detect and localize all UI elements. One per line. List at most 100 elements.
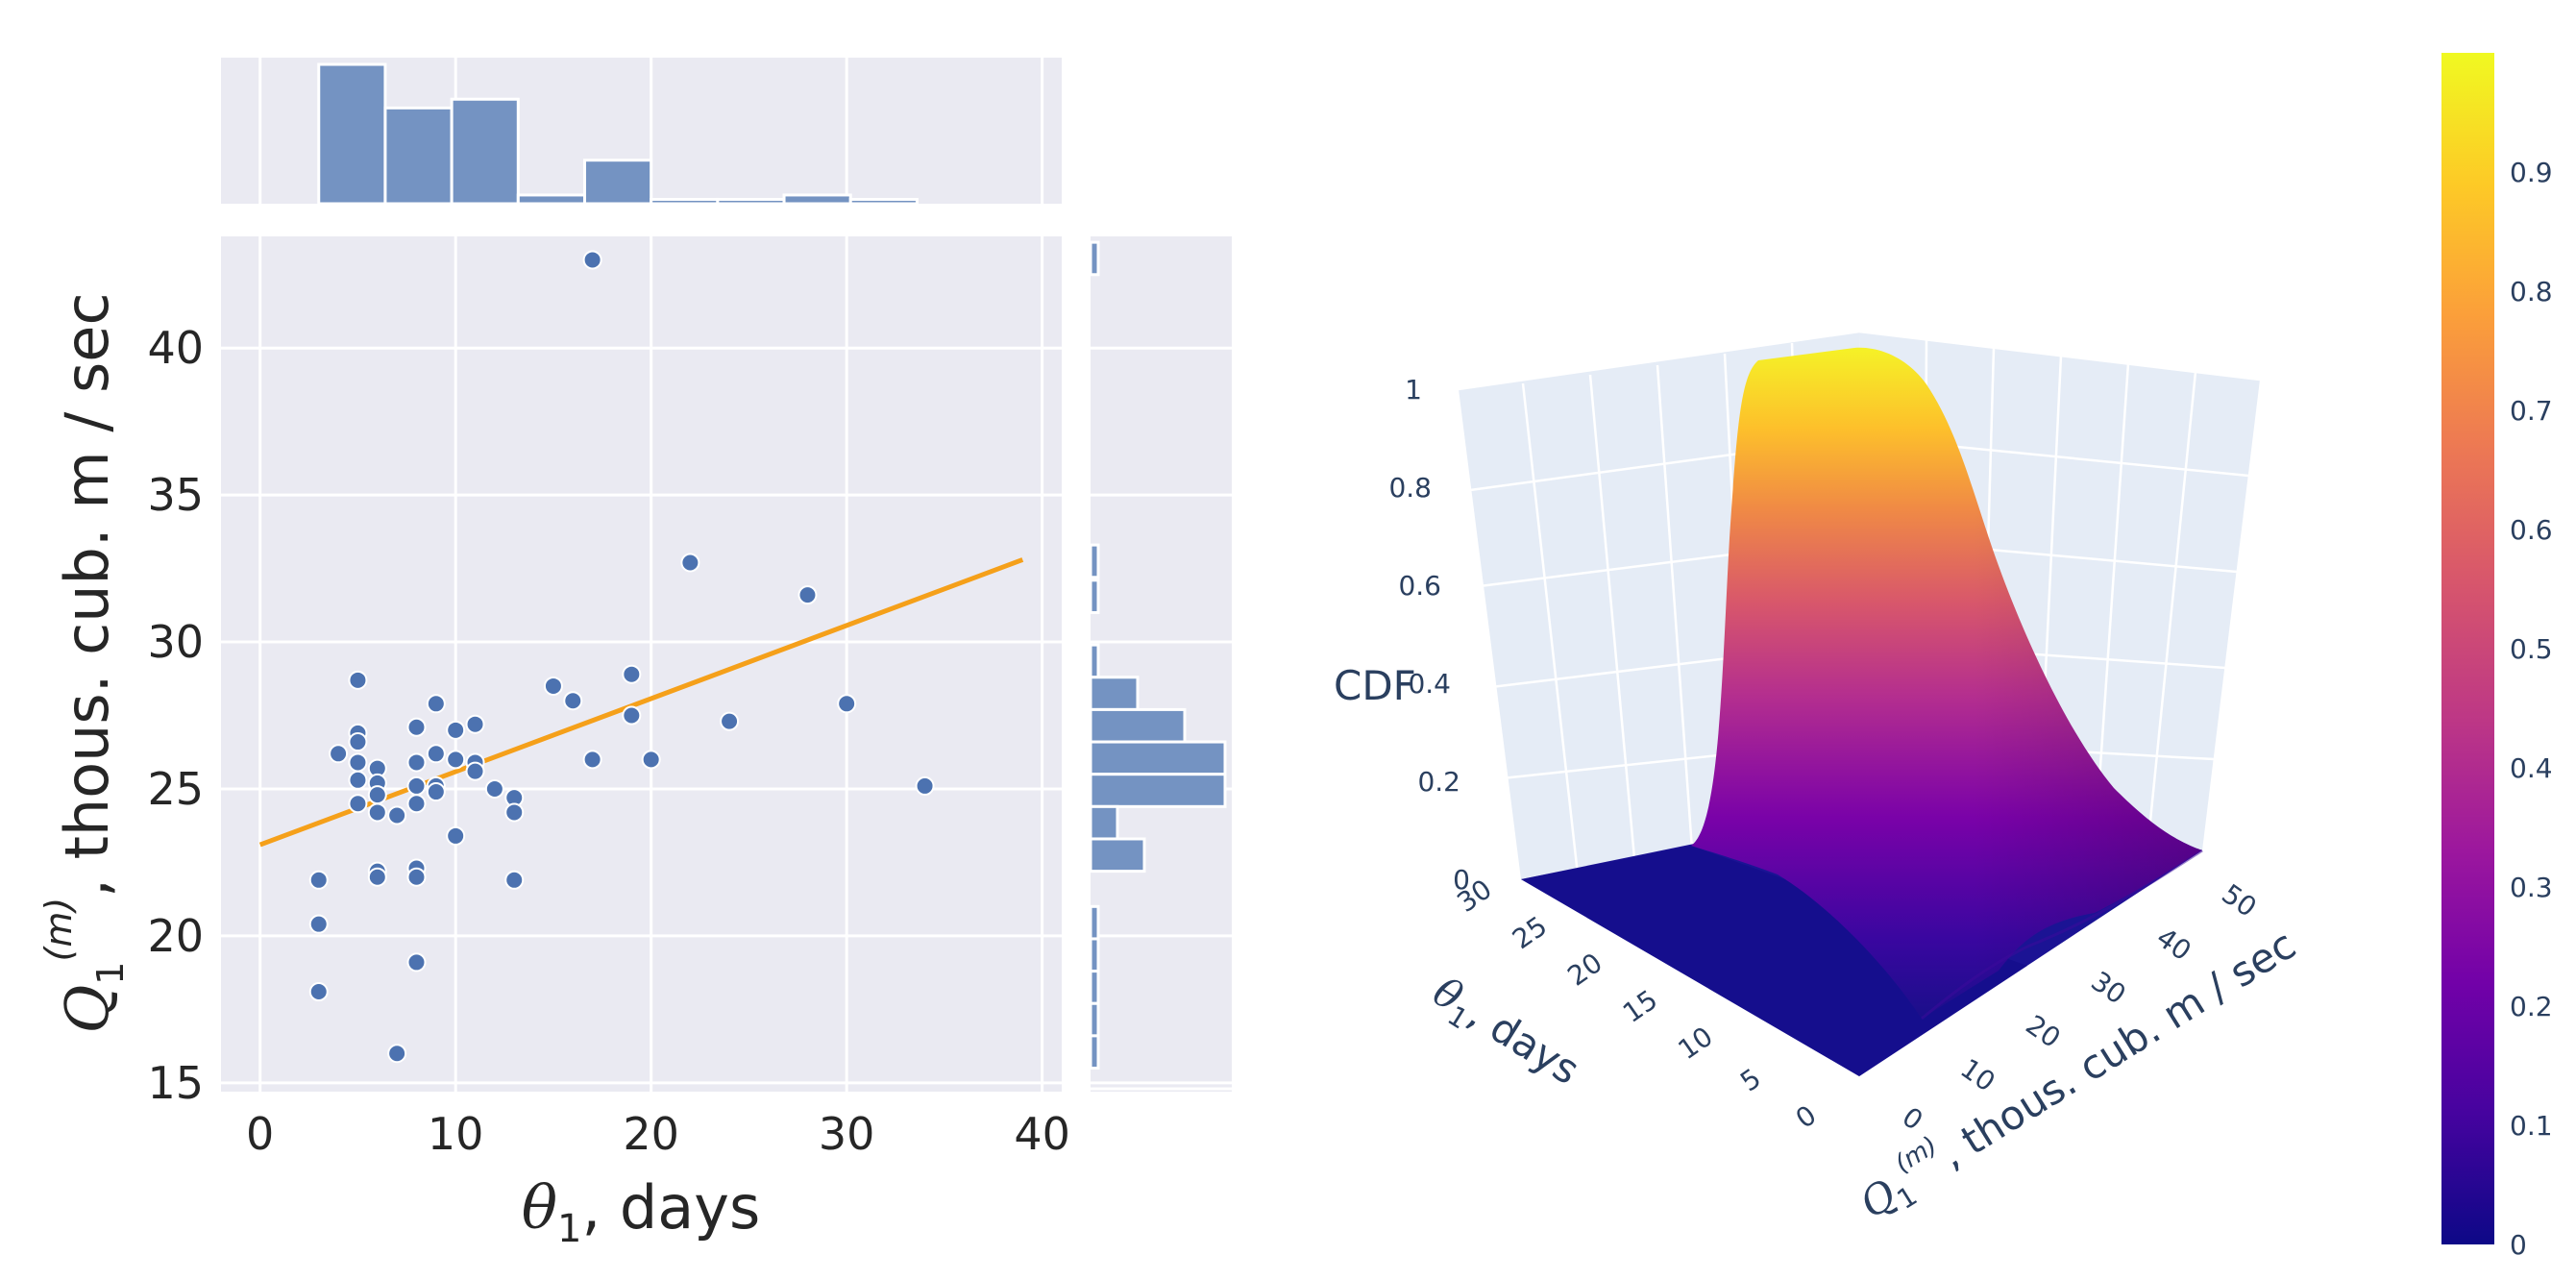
- z-tick-labels: 0 0.2 0.4 0.6 0.8 1: [1388, 374, 1470, 896]
- scatter-point: [367, 802, 387, 823]
- right-hist-bar: [1089, 970, 1100, 1005]
- surface-front-edge: [1921, 849, 2203, 1021]
- q-tick-label: 40: [2150, 922, 2196, 967]
- scatter-point: [348, 752, 368, 773]
- scatter-point: [680, 553, 700, 573]
- colorbar-tick-labels: 0 0.1 0.2 0.3 0.4 0.5 0.6 0.7 0.8 0.9: [2510, 157, 2553, 1261]
- y-tick-label: 40: [147, 322, 204, 374]
- scatter-point: [406, 952, 427, 972]
- theta-tick-label: 20: [1561, 947, 1607, 992]
- scatter-point: [426, 782, 446, 802]
- scatter-point: [406, 752, 427, 773]
- scatter-point: [563, 691, 583, 711]
- scatter-point: [720, 711, 740, 731]
- right-hist-bar: [1089, 578, 1100, 614]
- right-hist-bar: [1089, 543, 1100, 579]
- scatter-point: [348, 670, 368, 690]
- surface-ridge-shade: [1691, 347, 2202, 1019]
- z-tick-label: 0.4: [1408, 668, 1451, 700]
- scatter-point: [641, 750, 661, 770]
- scatter-point: [484, 778, 504, 799]
- right-hist-background: [1091, 236, 1232, 1092]
- colorbar-tick-label: 0.3: [2510, 872, 2553, 903]
- right-hist-bar: [1089, 1001, 1100, 1038]
- scatter-point: [387, 805, 407, 825]
- scatter-point: [622, 705, 642, 726]
- colorbar-tick-label: 0.7: [2510, 395, 2553, 427]
- colorbar-tick-label: 0.4: [2510, 752, 2553, 784]
- scatter-point: [582, 250, 602, 270]
- z-axis-label: CDF: [1334, 662, 1416, 709]
- colorbar-tick-label: 0.9: [2510, 157, 2553, 188]
- scatter-point: [406, 794, 427, 814]
- right-hist-bar: [1089, 740, 1227, 776]
- x-tick-label: 0: [246, 1108, 274, 1160]
- right-hist-bar: [1089, 1034, 1100, 1071]
- z-tick-label: 0.2: [1417, 766, 1460, 798]
- right-hist-bar: [1089, 837, 1146, 874]
- scatter-point: [446, 720, 466, 740]
- scatter-point: [797, 585, 818, 605]
- scatter-point: [426, 694, 446, 714]
- scatter-point: [465, 714, 485, 734]
- q-tick-label: 0: [1897, 1101, 1929, 1137]
- theta-tick-label: 10: [1672, 1021, 1718, 1066]
- scatter-point: [308, 914, 329, 934]
- top-hist-bar: [383, 106, 454, 206]
- top-hist-bar: [848, 197, 919, 206]
- top-hist-bars: [317, 62, 919, 206]
- z-tick-label: 0.8: [1388, 472, 1432, 504]
- scatter-point: [426, 744, 446, 764]
- right-hist-bar: [1089, 804, 1119, 841]
- theta-axis-label-3d: θ1, days: [1421, 968, 1587, 1099]
- theta-tick-label: 0: [1790, 1099, 1823, 1135]
- scatter-point: [348, 794, 368, 814]
- top-hist-bar: [450, 97, 520, 206]
- scatter-point: [348, 770, 368, 790]
- x-tick-label: 20: [623, 1108, 679, 1160]
- y-tick-label: 20: [147, 910, 204, 962]
- x-tick-labels: 0 10 20 30 40: [246, 1108, 1070, 1160]
- scatter-panel: 0 10 20 30 40 15 20 25 30 35 40 θ1, days Q1(m), t…: [37, 236, 1070, 1251]
- y-tick-label: 15: [147, 1057, 204, 1109]
- y-tick-label: 25: [147, 763, 204, 815]
- top-hist-bar: [516, 193, 586, 206]
- right-hist-bar: [1089, 643, 1100, 679]
- scatter-point: [367, 867, 387, 887]
- colorbar-tick-label: 0.5: [2510, 633, 2553, 665]
- colorbar-tick-label: 0: [2510, 1229, 2527, 1261]
- scatter-point: [504, 870, 525, 890]
- scatter-point: [329, 744, 349, 764]
- theta-tick-label: 15: [1617, 983, 1663, 1028]
- top-hist-bar: [716, 197, 786, 206]
- scatter-point: [446, 750, 466, 770]
- q-tick-label: 20: [2020, 1009, 2066, 1054]
- top-hist-bar: [582, 159, 653, 206]
- scatter-point: [348, 732, 368, 752]
- top-hist-bar: [782, 193, 852, 206]
- top-hist-bar: [650, 197, 720, 206]
- colorbar-tick-label: 0.1: [2510, 1110, 2553, 1142]
- colorbar-gradient: [2441, 53, 2494, 1244]
- colorbar-tick-label: 0.6: [2510, 514, 2553, 546]
- right-hist-bar: [1089, 937, 1100, 973]
- scatter-point: [504, 802, 525, 823]
- right-hist-bar: [1089, 904, 1100, 941]
- scatter-point: [308, 870, 329, 890]
- scatter-point: [915, 775, 935, 796]
- z-tick-label: 1: [1405, 374, 1422, 406]
- z-tick-label: 0.6: [1398, 570, 1441, 602]
- scatter-point: [622, 664, 642, 684]
- scatter-background: [221, 236, 1062, 1092]
- scatter-point: [406, 867, 427, 887]
- right-hist-bar: [1089, 707, 1187, 744]
- y-tick-label: 30: [147, 616, 204, 668]
- right-histogram: [1089, 236, 1232, 1092]
- top-histogram: [221, 58, 1062, 206]
- x-tick-label: 40: [1014, 1108, 1070, 1160]
- theta-tick-label: 25: [1507, 910, 1553, 955]
- scatter-point: [387, 1044, 407, 1064]
- colorbar-tick-label: 0.8: [2510, 276, 2553, 308]
